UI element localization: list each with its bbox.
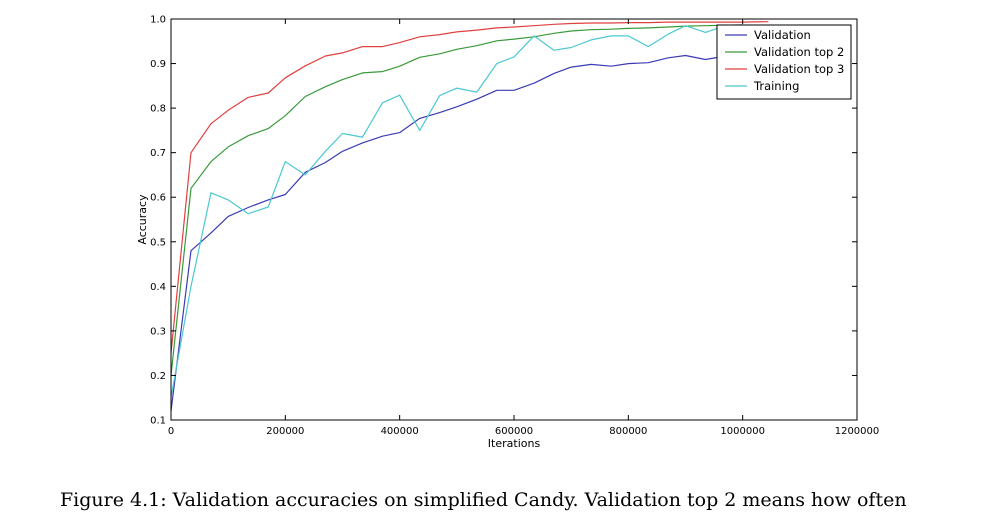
y-tick-label: 0.7: [150, 148, 166, 159]
series-line-1: [170, 54, 743, 412]
x-axis-label: Iterations: [488, 437, 541, 450]
y-tick-label: 0.4: [150, 282, 166, 293]
x-tick-label: 1200000: [835, 426, 880, 437]
y-axis: 0.1 0.2 0.3 0.4 0.5 0.6 0.7 0.8 0.9 1.0: [150, 15, 857, 427]
y-tick-label: 0.3: [150, 326, 166, 337]
series-layer: [170, 21, 769, 412]
legend-label: Validation: [754, 28, 811, 42]
figure-caption: Figure 4.1: Validation accuracies on sim…: [60, 489, 907, 511]
line-chart: 0 200000 400000 600000 800000 1000000 1200000 …: [136, 15, 879, 451]
y-tick-label: 1.0: [150, 15, 166, 26]
legend-label: Validation top 2: [754, 45, 844, 59]
series-line-3: [170, 21, 769, 354]
x-tick-label: 200000: [266, 426, 304, 437]
y-tick-label: 0.1: [150, 416, 166, 427]
y-tick-label: 0.8: [150, 104, 166, 115]
legend: Validation Validation top 2 Validation top…: [716, 24, 852, 100]
legend-label: Validation top 3: [754, 62, 844, 76]
x-axis: 0 200000 400000 600000 800000 1000000 1200000: [168, 19, 879, 437]
y-tick-label: 0.6: [150, 193, 166, 204]
y-tick-label: 0.2: [150, 371, 166, 382]
series-line-4: [170, 25, 743, 398]
legend-box: [716, 24, 852, 100]
legend-label: Training: [753, 79, 799, 93]
series-line-2: [170, 24, 743, 376]
x-tick-label: 400000: [381, 426, 419, 437]
y-tick-label: 0.9: [150, 59, 166, 70]
y-axis-label: Accuracy: [136, 194, 149, 245]
y-tick-label: 0.5: [150, 237, 166, 248]
x-tick-label: 1000000: [720, 426, 765, 437]
x-tick-label: 600000: [495, 426, 533, 437]
x-tick-label: 800000: [609, 426, 647, 437]
x-tick-label: 0: [168, 426, 174, 437]
